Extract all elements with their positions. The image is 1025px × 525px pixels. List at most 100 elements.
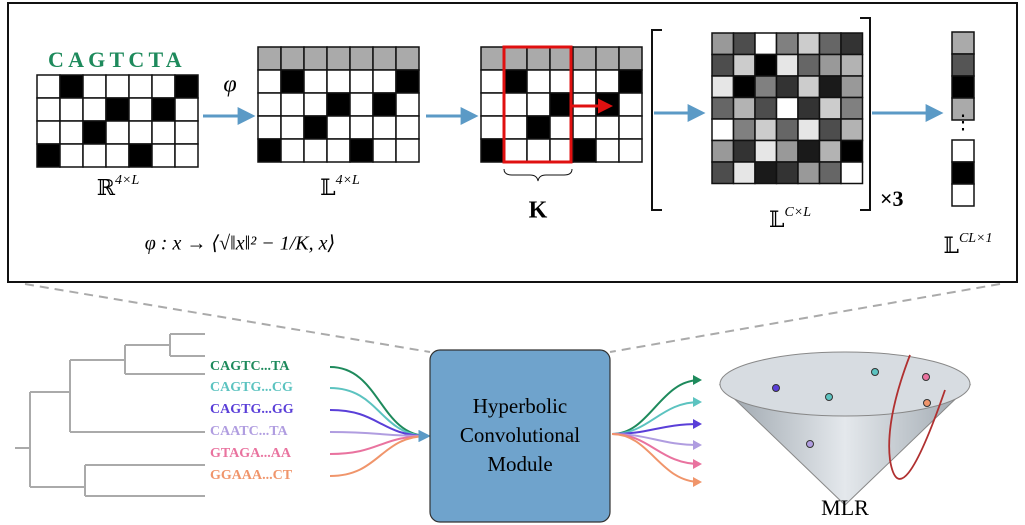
cell	[350, 47, 373, 70]
cell	[777, 76, 799, 98]
input-curve	[330, 436, 428, 476]
cell	[83, 75, 106, 98]
cell	[712, 76, 734, 98]
cell	[258, 47, 281, 70]
cell	[573, 47, 596, 70]
cell	[712, 33, 734, 55]
map-symbol: φ	[223, 72, 236, 98]
cell	[712, 141, 734, 163]
repeat-label: ×3	[880, 186, 904, 211]
cell	[175, 144, 198, 167]
cell	[304, 116, 327, 139]
cell	[350, 116, 373, 139]
cell	[619, 93, 642, 116]
cell	[281, 93, 304, 116]
cell	[152, 98, 175, 121]
cell	[304, 139, 327, 162]
cell	[755, 55, 777, 77]
classifier-label: MLR	[821, 495, 869, 520]
cell	[304, 47, 327, 70]
cell	[37, 98, 60, 121]
cell	[60, 75, 83, 98]
cell	[327, 70, 350, 93]
cell	[481, 93, 504, 116]
cell	[258, 139, 281, 162]
cell	[527, 139, 550, 162]
cell	[129, 75, 152, 98]
cell	[841, 98, 863, 120]
cell	[350, 139, 373, 162]
cell	[175, 121, 198, 144]
cell	[396, 93, 419, 116]
cell	[175, 75, 198, 98]
cell	[619, 47, 642, 70]
cell	[734, 33, 756, 55]
cell	[798, 119, 820, 141]
cell	[327, 139, 350, 162]
output-curve	[612, 424, 700, 434]
cell	[596, 116, 619, 139]
cell	[841, 141, 863, 163]
cell	[952, 54, 974, 76]
cell	[755, 162, 777, 184]
cell	[504, 139, 527, 162]
cell	[798, 162, 820, 184]
cell	[504, 47, 527, 70]
diagram: ⋮ φ K ×3 φ : x → ⟨√‖x‖² − 1/K, x⟩ ℝ4×L 𝕃…	[0, 0, 1025, 525]
zoom-line	[25, 284, 430, 352]
cell	[952, 32, 974, 54]
output-curve	[612, 380, 700, 434]
cell	[83, 144, 106, 167]
cell	[573, 70, 596, 93]
cell	[841, 162, 863, 184]
cell	[60, 98, 83, 121]
cell	[734, 141, 756, 163]
cell	[504, 70, 527, 93]
kernel-label: K	[529, 198, 548, 224]
cell	[820, 119, 842, 141]
sequence-label: CAGTC...TA	[210, 359, 290, 374]
cell	[820, 162, 842, 184]
cell	[712, 119, 734, 141]
cell	[712, 55, 734, 77]
input-curve	[330, 436, 428, 454]
arrow-head	[693, 375, 702, 385]
cell	[106, 121, 129, 144]
cell	[350, 93, 373, 116]
cell	[83, 98, 106, 121]
formula: φ : x → ⟨√‖x‖² − 1/K, x⟩	[145, 233, 336, 255]
cell	[258, 116, 281, 139]
cell	[396, 47, 419, 70]
cell	[596, 139, 619, 162]
ellipsis: ⋮	[953, 112, 973, 134]
cell	[798, 76, 820, 98]
cell	[596, 47, 619, 70]
cell	[396, 139, 419, 162]
cell	[777, 119, 799, 141]
cell	[327, 47, 350, 70]
cell	[281, 47, 304, 70]
cell	[37, 121, 60, 144]
cell	[798, 33, 820, 55]
cell	[841, 119, 863, 141]
cell	[734, 162, 756, 184]
arrow-head	[693, 459, 702, 469]
output-curve	[612, 434, 700, 482]
cell	[619, 70, 642, 93]
input-curve	[330, 367, 428, 436]
arrow-head	[693, 397, 702, 407]
cell	[373, 139, 396, 162]
cell	[573, 139, 596, 162]
cell	[527, 47, 550, 70]
cell	[573, 116, 596, 139]
cell	[60, 121, 83, 144]
cell	[37, 75, 60, 98]
cell	[281, 139, 304, 162]
cell	[820, 33, 842, 55]
cell	[820, 55, 842, 77]
cell	[820, 76, 842, 98]
cell	[350, 70, 373, 93]
cell	[755, 119, 777, 141]
cell	[373, 70, 396, 93]
cell	[106, 98, 129, 121]
